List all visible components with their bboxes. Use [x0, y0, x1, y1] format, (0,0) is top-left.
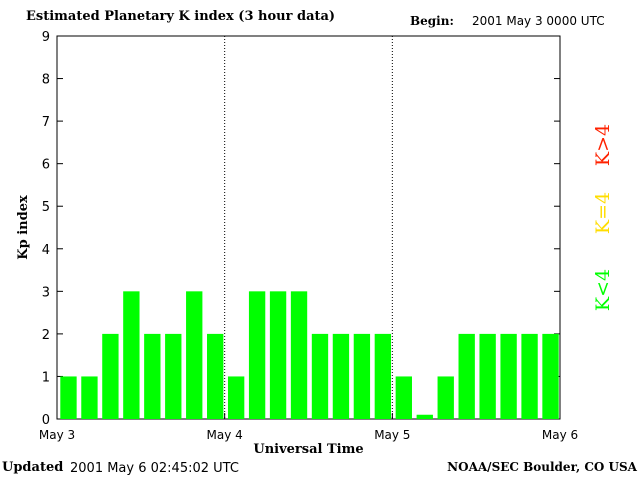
- y-tick-label: 7: [42, 115, 50, 130]
- legend-item: K=4: [592, 192, 614, 234]
- x-tick-label: May 6: [542, 428, 578, 442]
- kp-bar: [248, 291, 266, 419]
- kp-bar: [542, 333, 559, 419]
- kp-bar: [165, 333, 182, 419]
- x-tick-label: May 5: [374, 428, 410, 442]
- y-tick-label: 8: [42, 73, 50, 88]
- kp-bar: [144, 333, 161, 419]
- y-tick-label: 4: [42, 243, 50, 258]
- kp-bar: [60, 376, 77, 419]
- kp-bar: [81, 376, 98, 419]
- begin-value: 2001 May 3 0000 UTC: [472, 14, 605, 28]
- y-tick-label: 5: [42, 200, 50, 215]
- kp-bar: [186, 291, 203, 419]
- updated-label: Updated: [2, 460, 64, 475]
- kp-bar: [521, 333, 538, 419]
- y-tick-label: 2: [42, 328, 50, 343]
- kp-bar: [227, 376, 245, 419]
- kp-bar: [207, 333, 224, 419]
- kp-bar: [269, 291, 287, 419]
- y-tick-label: 6: [42, 158, 50, 173]
- kp-bar: [123, 291, 140, 419]
- plot-frame: [56, 35, 561, 420]
- x-axis-label: Universal Time: [253, 442, 363, 457]
- kp-bar: [437, 376, 454, 419]
- kp-bar: [395, 376, 412, 419]
- y-tick-label: 1: [42, 370, 50, 385]
- y-tick-label: 3: [42, 285, 50, 300]
- kp-bar: [416, 414, 433, 419]
- footer-credit: NOAA/SEC Boulder, CO USA: [447, 460, 637, 474]
- legend-item: K>4: [592, 124, 614, 166]
- chart-title: Estimated Planetary K index (3 hour data…: [26, 9, 336, 24]
- kp-bar: [290, 291, 308, 419]
- x-tick-label: May 4: [207, 428, 243, 442]
- y-axis-label: Kp index: [16, 195, 31, 260]
- legend-item: K<4: [592, 269, 614, 311]
- kp-bar: [374, 333, 392, 419]
- kp-bar: [102, 333, 119, 419]
- x-tick-label: May 3: [39, 428, 75, 442]
- y-tick-label: 9: [42, 30, 50, 45]
- kp-bar: [353, 333, 371, 419]
- y-tick-label: 0: [42, 413, 50, 428]
- kp-bar: [311, 333, 329, 419]
- kp-bar: [332, 333, 350, 419]
- kp-bar: [479, 333, 496, 419]
- kp-bar: [500, 333, 517, 419]
- kp-bar: [458, 333, 475, 419]
- updated-value: 2001 May 6 02:45:02 UTC: [70, 461, 239, 476]
- begin-label: Begin:: [410, 14, 454, 28]
